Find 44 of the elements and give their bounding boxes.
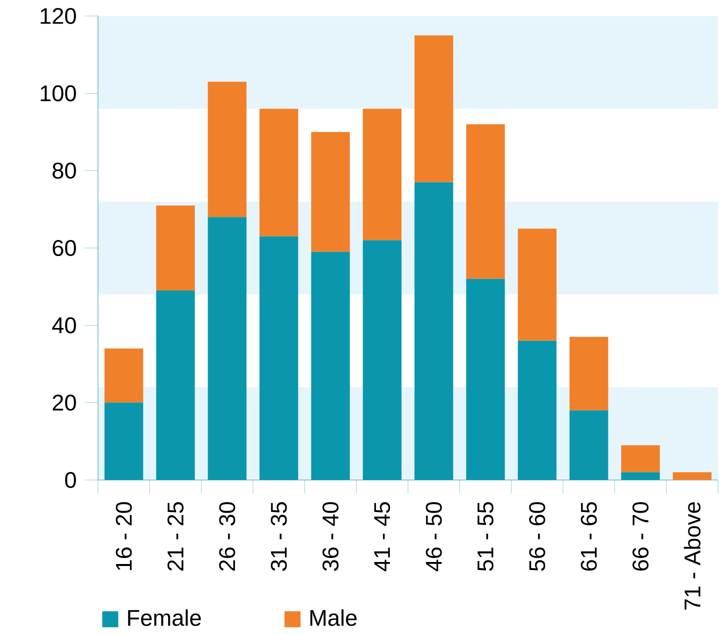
y-tick-label: 80 xyxy=(52,162,76,178)
x-tick-label: 51 - 55 xyxy=(478,502,494,571)
bar xyxy=(414,182,454,480)
bar xyxy=(208,82,247,217)
bar xyxy=(156,205,195,290)
x-tick-label: 56 - 60 xyxy=(529,502,546,571)
x-tick-label: 61 - 65 xyxy=(580,502,597,570)
bar xyxy=(570,336,608,410)
y-tick-label: 0 xyxy=(65,472,76,488)
bar xyxy=(156,290,195,480)
bar xyxy=(518,340,557,480)
x-tick-label: 21 - 25 xyxy=(167,502,184,570)
x-tick-label: 36 - 40 xyxy=(322,502,339,571)
bar xyxy=(621,444,660,472)
x-tick-label: 46 - 50 xyxy=(426,502,442,571)
bar xyxy=(621,472,660,480)
x-tick-label: 31 - 35 xyxy=(270,502,287,571)
bar xyxy=(672,472,712,480)
y-tick-label: 120 xyxy=(40,8,76,24)
y-tick-label: 60 xyxy=(52,240,76,256)
x-tick-label: 41 - 45 xyxy=(374,502,390,571)
bar xyxy=(362,108,402,240)
bar xyxy=(260,236,298,480)
bar xyxy=(570,410,608,480)
y-tick-label: 100 xyxy=(40,85,76,102)
x-tick-label: 16 - 20 xyxy=(116,502,132,570)
bar xyxy=(466,278,505,480)
bar xyxy=(518,228,557,341)
x-tick-label: 26 - 30 xyxy=(219,502,236,570)
y-tick-label: 20 xyxy=(52,394,76,410)
bar xyxy=(311,252,350,480)
bar xyxy=(104,402,144,480)
x-tick-label: 71 - Above xyxy=(684,502,701,610)
x-tick-label: 66 - 70 xyxy=(632,502,649,570)
bar xyxy=(208,216,247,480)
bar xyxy=(260,108,298,236)
legend-label: Female xyxy=(128,609,201,626)
bar xyxy=(466,124,505,279)
legend-label: Male xyxy=(310,609,357,626)
bar xyxy=(311,132,350,252)
bar xyxy=(414,35,454,182)
bar xyxy=(362,240,402,480)
y-tick-label: 40 xyxy=(52,317,76,334)
bar xyxy=(104,348,144,402)
